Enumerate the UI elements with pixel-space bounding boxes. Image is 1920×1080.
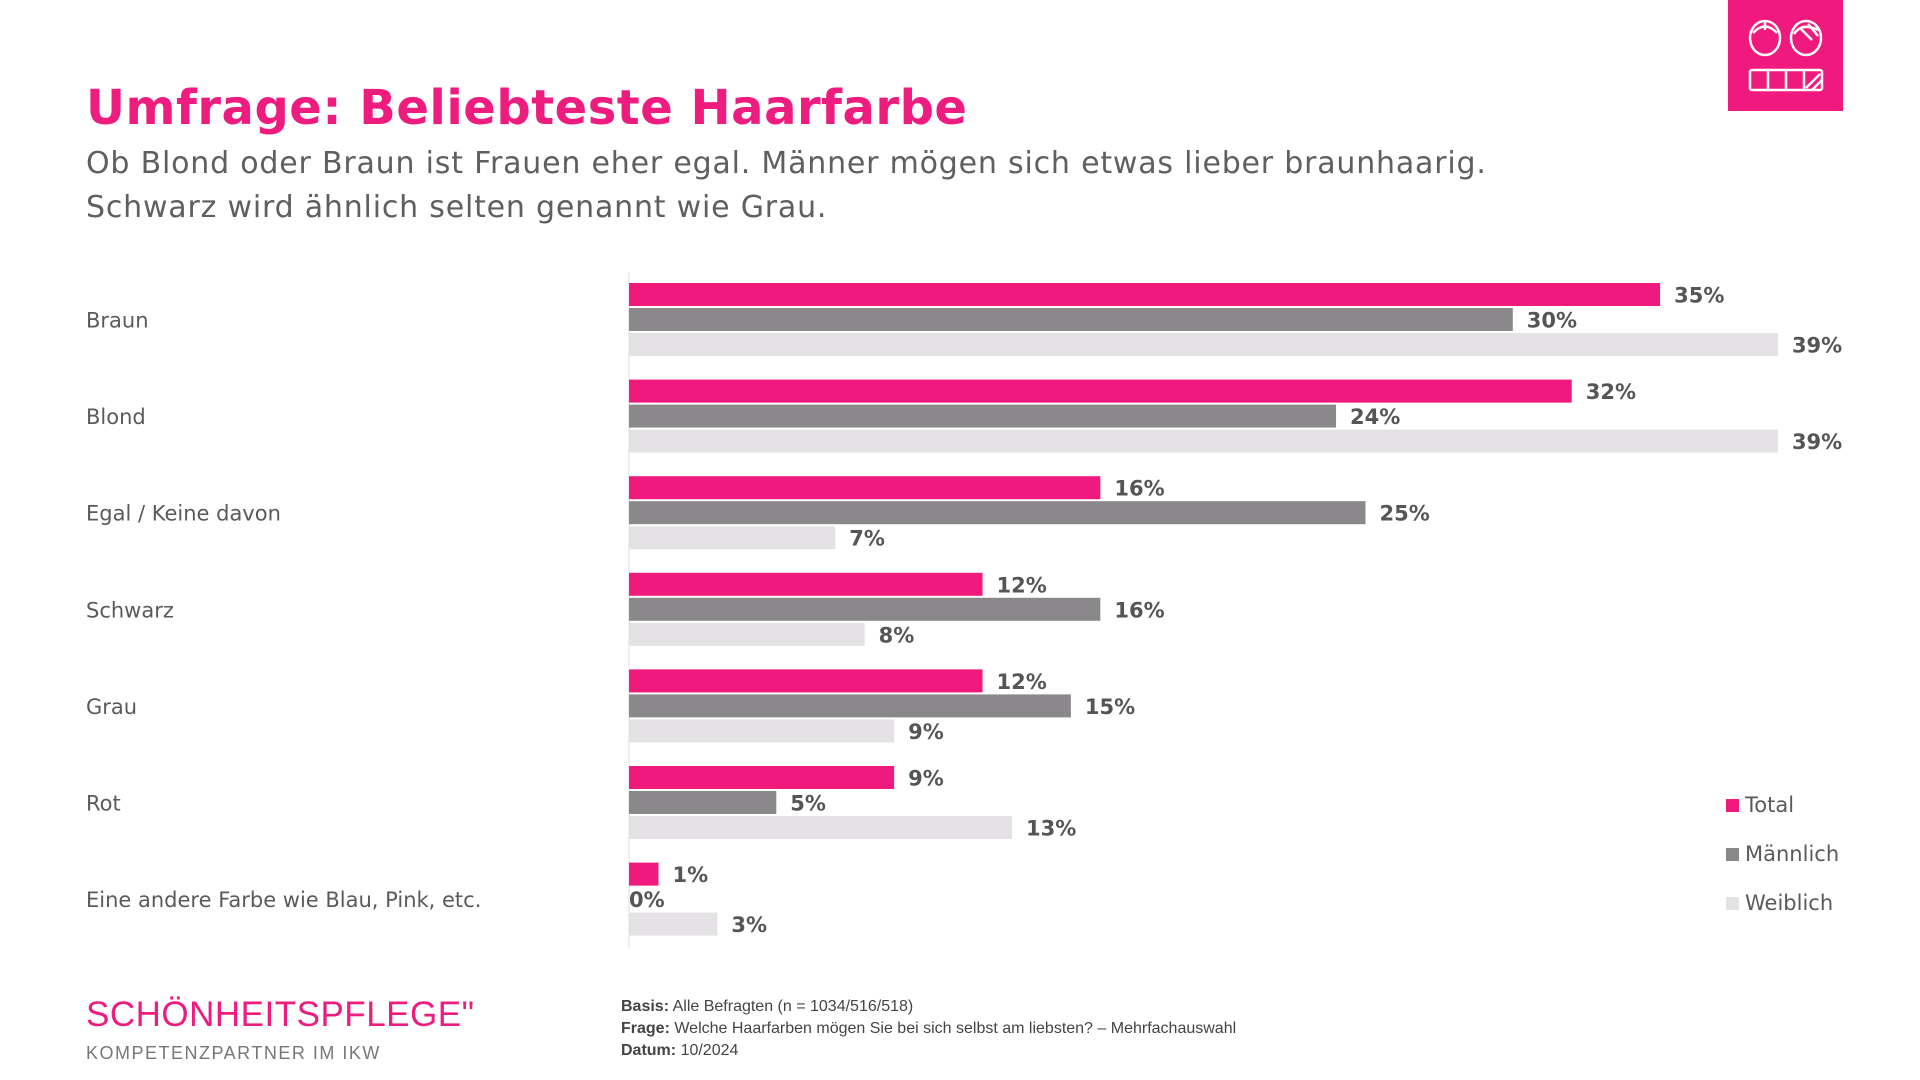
note-text: Welche Haarfarben mögen Sie bei sich sel… xyxy=(674,1020,1237,1037)
legend-swatch xyxy=(1726,896,1739,910)
legend-label: Weiblich xyxy=(1745,891,1834,915)
note-label: Basis: xyxy=(621,998,670,1015)
bar-männlich xyxy=(629,501,1366,525)
legend-maennlich: Männlich xyxy=(1726,842,1839,866)
bar-männlich xyxy=(629,791,777,814)
data-label: 12% xyxy=(997,670,1047,694)
data-label: 0% xyxy=(629,888,665,912)
bar-total xyxy=(629,572,983,596)
brand-logo-text: SCHÖNHEITSPFLEGE" xyxy=(86,995,475,1034)
data-label: 13% xyxy=(1026,817,1076,841)
bar-weiblich xyxy=(629,719,895,743)
category-label: Rot xyxy=(86,792,121,816)
bar-männlich xyxy=(629,597,1101,621)
category-label: Egal / Keine davon xyxy=(86,502,281,526)
data-label: 1% xyxy=(672,863,708,887)
legend-swatch xyxy=(1726,798,1739,812)
note-text: Alle Befragten (n = 1034/516/518) xyxy=(672,998,914,1015)
bar-total xyxy=(629,283,1661,306)
legend-swatch xyxy=(1726,847,1739,861)
data-label: 35% xyxy=(1674,284,1724,308)
category-label: Braun xyxy=(86,309,149,333)
data-label: 32% xyxy=(1586,380,1636,404)
data-label: 12% xyxy=(997,573,1047,597)
note-label: Datum: xyxy=(621,1042,677,1059)
hair-color-logo-icon xyxy=(1728,0,1843,111)
bar-total xyxy=(629,766,895,789)
bar-total xyxy=(629,669,983,693)
data-label: 25% xyxy=(1380,502,1430,526)
data-label: 5% xyxy=(790,792,826,816)
data-label: 9% xyxy=(908,767,944,791)
bar-männlich xyxy=(629,694,1071,718)
bar-total xyxy=(629,862,659,886)
bar-total xyxy=(629,476,1101,500)
data-label: 30% xyxy=(1527,309,1577,333)
subtitle-line-1: Ob Blond oder Braun ist Frauen eher egal… xyxy=(86,146,1487,181)
bar-weiblich xyxy=(629,526,836,550)
brand-subtitle: KOMPETENZPARTNER IM IKW xyxy=(86,1043,381,1063)
bar-weiblich xyxy=(629,333,1778,356)
data-label: 16% xyxy=(1114,598,1164,622)
data-label: 39% xyxy=(1792,334,1842,358)
bar-weiblich xyxy=(629,429,1778,453)
category-label: Blond xyxy=(86,405,146,429)
bar-weiblich xyxy=(629,622,865,646)
bar-männlich xyxy=(629,308,1513,331)
category-label: Eine andere Farbe wie Blau, Pink, etc. xyxy=(86,888,481,912)
bar-total xyxy=(629,379,1572,403)
subtitle-line-2: Schwarz wird ähnlich selten genannt wie … xyxy=(86,190,828,225)
page-title: Umfrage: Beliebteste Haarfarbe xyxy=(86,80,968,136)
note-label: Frage: xyxy=(621,1020,670,1037)
data-label: 16% xyxy=(1114,477,1164,501)
legend-label: Männlich xyxy=(1745,842,1840,866)
data-label: 8% xyxy=(879,623,915,647)
bar-weiblich xyxy=(629,912,718,936)
category-label: Schwarz xyxy=(86,598,174,622)
note-text: 10/2024 xyxy=(680,1042,739,1059)
legend-label: Total xyxy=(1745,793,1795,817)
note-datum: Datum: 10/2024 xyxy=(621,1042,738,1060)
note-frage: Frage: Welche Haarfarben mögen Sie bei s… xyxy=(621,1020,1236,1038)
note-basis: Basis: Alle Befragten (n = 1034/516/518) xyxy=(621,998,913,1016)
data-label: 3% xyxy=(731,913,767,937)
bar-weiblich xyxy=(629,816,1012,839)
data-label: 15% xyxy=(1085,695,1135,719)
data-label: 9% xyxy=(908,720,944,744)
bar-männlich xyxy=(629,404,1337,428)
data-label: 7% xyxy=(849,527,885,551)
legend-weiblich: Weiblich xyxy=(1726,891,1833,915)
category-label: Grau xyxy=(86,695,137,719)
legend-total: Total xyxy=(1726,793,1794,817)
data-label: 39% xyxy=(1792,430,1842,454)
data-label: 24% xyxy=(1350,405,1400,429)
